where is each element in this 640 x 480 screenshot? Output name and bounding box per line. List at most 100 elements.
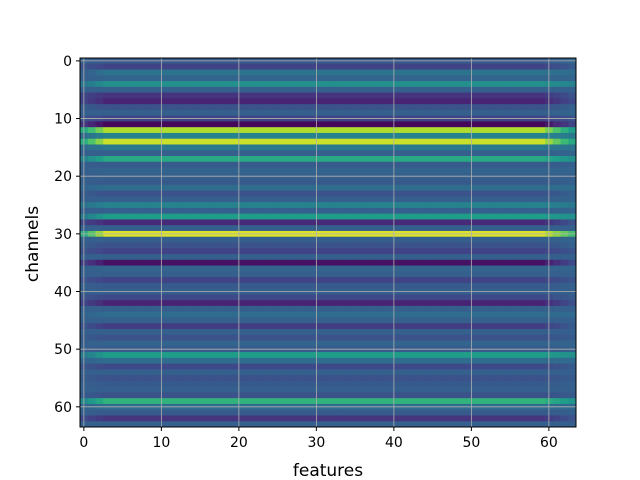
heatmap-cell [126, 265, 135, 272]
heatmap-cell [428, 305, 437, 313]
heatmap-cell [204, 294, 213, 301]
heatmap-cell [250, 294, 259, 301]
heatmap-cell [149, 328, 158, 336]
heatmap-cell [366, 156, 375, 163]
heatmap-cell [149, 277, 158, 284]
heatmap-cell [320, 121, 329, 128]
heatmap-cell [521, 323, 530, 330]
x-tick-label: 50 [462, 435, 480, 451]
heatmap-cell [111, 265, 120, 272]
heatmap-cell [173, 300, 182, 307]
heatmap-cell [529, 265, 538, 272]
heatmap-cell [297, 190, 306, 197]
heatmap-cell [459, 254, 468, 261]
heatmap-cell [180, 81, 189, 88]
heatmap-cell [142, 236, 151, 243]
heatmap-cell [173, 398, 182, 405]
heatmap-cell [436, 138, 445, 145]
heatmap-cell [498, 248, 507, 255]
heatmap-cell [498, 196, 507, 203]
heatmap-cell [188, 138, 197, 145]
y-tick-label: 20 [54, 169, 72, 185]
heatmap-cell [436, 323, 445, 330]
heatmap-cell [537, 144, 546, 151]
heatmap-cell [250, 271, 259, 278]
heatmap-cell [359, 409, 368, 416]
heatmap-cell [250, 225, 259, 232]
heatmap-cell [204, 357, 213, 364]
heatmap-cell [250, 161, 259, 168]
heatmap-cell [204, 150, 213, 157]
heatmap-cell [204, 144, 213, 151]
heatmap-cell [568, 242, 577, 249]
heatmap-cell [304, 75, 313, 82]
heatmap-cell [95, 144, 104, 151]
heatmap-cell [351, 127, 360, 134]
heatmap-cell [490, 156, 499, 163]
heatmap-cell [421, 242, 430, 249]
heatmap-cell [421, 196, 430, 203]
heatmap-cell [382, 104, 391, 111]
heatmap-cell [95, 254, 104, 261]
heatmap-cell [328, 357, 337, 364]
heatmap-cell [506, 150, 515, 157]
heatmap-cell [506, 421, 515, 428]
heatmap-cell [118, 92, 127, 99]
heatmap-cell [289, 98, 298, 105]
heatmap-cell [506, 109, 515, 117]
heatmap-cell [180, 380, 189, 388]
heatmap-cell [475, 265, 484, 272]
heatmap-cell [490, 127, 499, 134]
heatmap-cell [452, 109, 461, 117]
heatmap-cell [328, 69, 337, 76]
heatmap-cell [397, 190, 406, 197]
heatmap-cell [219, 138, 228, 145]
heatmap-cell [521, 421, 530, 428]
heatmap-cell [142, 81, 151, 88]
heatmap-cell [258, 277, 267, 284]
heatmap-cell [204, 409, 213, 416]
heatmap-cell [452, 380, 461, 388]
heatmap-cell [343, 98, 352, 105]
heatmap-cell [204, 161, 213, 168]
heatmap-cell [173, 421, 182, 428]
heatmap-cell [436, 363, 445, 370]
heatmap-cell [250, 63, 259, 70]
heatmap-cell [204, 63, 213, 70]
heatmap-cell [211, 259, 220, 266]
heatmap-cell [242, 392, 251, 399]
heatmap-cell [382, 196, 391, 203]
heatmap-cell [87, 144, 96, 151]
heatmap-cell [506, 392, 515, 399]
heatmap-cell [359, 196, 368, 203]
heatmap-cell [219, 109, 228, 117]
heatmap-cell [529, 380, 538, 388]
heatmap-cell [320, 265, 329, 272]
heatmap-cell [351, 340, 360, 347]
heatmap-cell [219, 254, 228, 261]
heatmap-cell [444, 207, 453, 215]
heatmap-cell [382, 179, 391, 186]
heatmap-cell [320, 386, 329, 393]
heatmap-cell [87, 398, 96, 405]
heatmap-cell [196, 317, 205, 324]
heatmap-cell [537, 375, 546, 382]
heatmap-cell [219, 386, 228, 393]
heatmap-cell [95, 98, 104, 105]
heatmap-cell [335, 323, 344, 330]
heatmap-cell [211, 380, 220, 388]
heatmap-cell [521, 271, 530, 278]
heatmap-cell [475, 190, 484, 197]
heatmap-cell [204, 219, 213, 226]
heatmap-cell [118, 161, 127, 168]
heatmap-cell [165, 86, 174, 93]
heatmap-cell [173, 63, 182, 70]
heatmap-cell [529, 328, 538, 336]
heatmap-cell [436, 225, 445, 232]
heatmap-cell [343, 248, 352, 255]
heatmap-cell [475, 98, 484, 105]
heatmap-cell [134, 363, 143, 370]
heatmap-cell [289, 271, 298, 278]
heatmap-cell [273, 81, 282, 88]
heatmap-cell [514, 104, 523, 111]
